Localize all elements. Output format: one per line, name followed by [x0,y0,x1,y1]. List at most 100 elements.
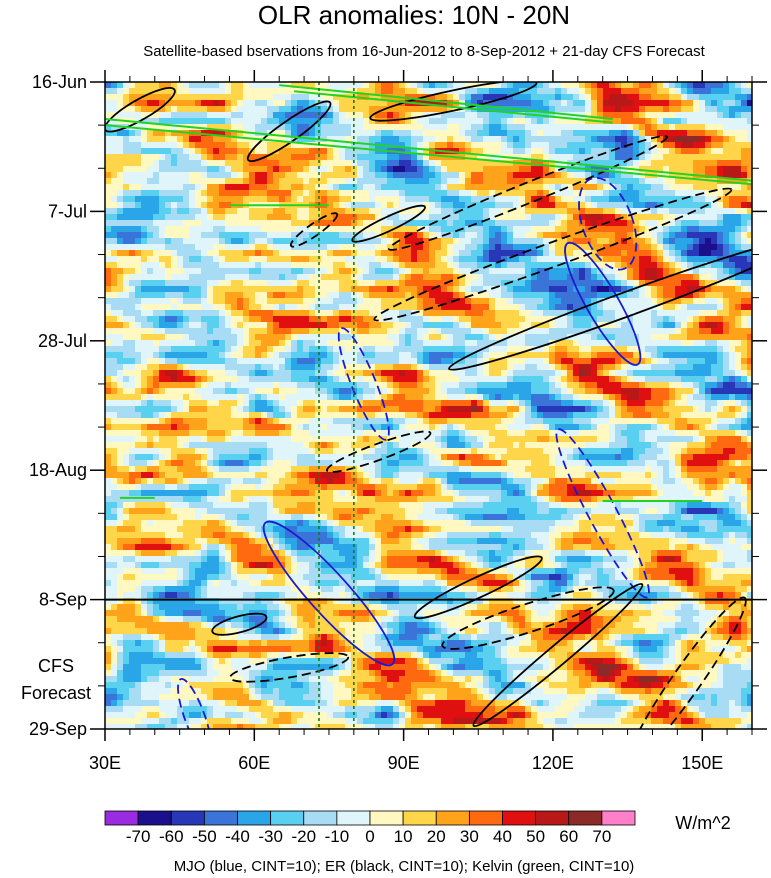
heat-cell [729,316,736,323]
heat-cell [195,328,202,335]
heat-cell [303,196,310,203]
heat-cell [567,166,574,173]
heat-cell [363,250,370,257]
heat-cell [189,148,196,155]
heat-cell [273,304,280,311]
heat-cell [177,130,184,137]
heat-cell [171,220,178,227]
heat-cell [561,304,568,311]
heat-cell [477,88,484,95]
heat-cell [447,142,454,149]
heat-cell [717,124,724,131]
heat-cell [483,334,490,341]
heat-cell [195,196,202,203]
heat-cell [561,244,568,251]
heat-cell [645,124,652,131]
heat-cell [357,142,364,149]
heat-cell [375,88,382,95]
heat-cell [543,226,550,233]
heat-cell [669,88,676,95]
heat-cell [117,190,124,197]
heat-cell [213,136,220,143]
heat-cell [525,316,532,323]
heat-cell [183,298,190,305]
heat-cell [573,262,580,269]
heat-cell [555,190,562,197]
heat-cell [519,190,526,197]
heat-cell [537,88,544,95]
heat-cell [567,148,574,155]
heat-cell [609,310,616,317]
heat-cell [651,292,658,299]
heat-cell [609,304,616,311]
heat-cell [651,334,658,341]
heat-cell [405,178,412,185]
heat-cell [513,274,520,281]
heat-cell [369,88,376,95]
heat-cell [255,304,262,311]
heat-cell [483,286,490,293]
heat-cell [507,244,514,251]
heat-cell [339,214,346,221]
heat-cell [627,232,634,239]
heat-cell [357,352,364,359]
heat-cell [231,220,238,227]
heat-cell [201,214,208,221]
heat-cell [393,250,400,257]
heat-cell [201,286,208,293]
heat-cell [339,280,346,287]
heat-cell [147,262,154,269]
heat-cell [339,244,346,251]
heat-cell [447,226,454,233]
heat-cell [531,196,538,203]
heat-cell [561,136,568,143]
heat-cell [705,94,712,101]
heat-cell [297,154,304,161]
heat-cell [525,220,532,227]
heat-cell [609,196,616,203]
heat-cell [741,166,748,173]
heat-cell [585,160,592,167]
heat-cell [453,244,460,251]
heat-cell [633,340,640,347]
heat-cell [153,106,160,113]
heat-cell [501,124,508,131]
heat-cell [303,190,310,197]
heat-cell [495,286,502,293]
heat-cell [567,136,574,143]
heat-cell [453,220,460,227]
heat-cell [405,268,412,275]
heat-cell [315,184,322,191]
heat-cell [195,208,202,215]
heat-cell [633,130,640,137]
heat-cell [297,124,304,131]
heat-cell [681,82,688,89]
heat-cell [285,256,292,263]
heat-cell [267,184,274,191]
heat-cell [393,274,400,281]
heat-cell [399,292,406,299]
heat-cell [531,178,538,185]
heat-cell [615,220,622,227]
heat-cell [375,166,382,173]
heat-cell [531,88,538,95]
heat-cell [573,298,580,305]
heat-cell [231,142,238,149]
heat-cell [741,178,748,185]
heat-cell [129,220,136,227]
heat-cell [279,166,286,173]
heat-cell [591,190,598,197]
heat-cell [171,256,178,263]
heat-cell [105,148,112,155]
heat-cell [303,328,310,335]
heat-cell [417,178,424,185]
heat-cell [669,118,676,125]
heat-cell [591,298,598,305]
heat-cell [225,346,232,353]
heat-cell [645,94,652,101]
heat-cell [597,346,604,353]
heat-cell [723,142,730,149]
heat-cell [735,334,742,341]
heat-cell [321,310,328,317]
heat-cell [165,268,172,275]
